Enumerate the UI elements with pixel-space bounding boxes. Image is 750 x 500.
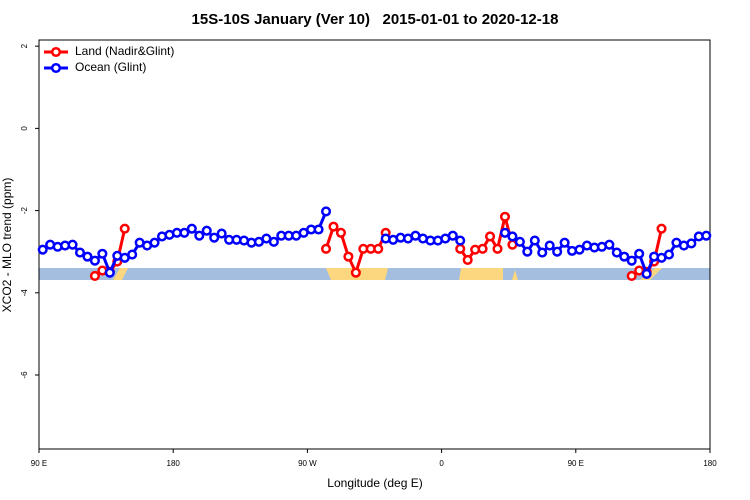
plot-frame (38, 39, 711, 450)
point (67, 239, 78, 250)
legend (39, 40, 190, 79)
point (574, 244, 585, 255)
point (37, 244, 48, 255)
point (104, 267, 115, 278)
point (268, 236, 279, 247)
point (663, 249, 675, 260)
point (186, 223, 197, 234)
land-band (512, 270, 518, 280)
point (656, 223, 667, 234)
point (529, 235, 540, 246)
x-axis-title: Longitude (deg E) (327, 476, 422, 490)
point (619, 251, 630, 262)
y-tick-label: 2 (20, 43, 29, 48)
point (194, 230, 205, 241)
point (74, 247, 86, 258)
point (462, 254, 473, 265)
x-tick-label: 0 (439, 459, 444, 468)
point (320, 206, 332, 217)
point (611, 247, 622, 258)
y-axis-title: XCO2 - MLO trend (ppm) (0, 178, 14, 313)
point (626, 255, 637, 266)
legend-label: Land (Nadir&Glint) (75, 44, 174, 58)
point (701, 230, 712, 241)
x-tick-label: 180 (167, 459, 181, 468)
point (447, 230, 458, 241)
x-tick-label: 90 W (298, 459, 317, 468)
point (119, 223, 130, 234)
point (485, 231, 496, 242)
point (559, 237, 570, 248)
point (552, 246, 563, 257)
point (209, 232, 220, 243)
y-tick-label: -2 (20, 206, 29, 214)
point (641, 268, 652, 279)
point (149, 237, 160, 248)
point (634, 248, 645, 259)
point (626, 270, 637, 281)
point (499, 227, 511, 238)
chart-title: 15S-10S January (Ver 10) 2015-01-01 to 2… (192, 11, 559, 28)
point (514, 236, 525, 247)
point (544, 240, 555, 251)
legend-marker (50, 62, 62, 74)
point (492, 243, 503, 254)
y-tick-label: -6 (20, 371, 29, 379)
y-tick-label: -4 (20, 289, 29, 297)
point (216, 228, 227, 239)
surface-band (39, 268, 710, 280)
point (335, 227, 347, 238)
point (686, 238, 697, 249)
legend-label: Ocean (Glint) (75, 60, 146, 74)
y-tick-label: 0 (20, 126, 29, 131)
land-band (459, 268, 503, 280)
land-band (113, 268, 128, 280)
point (507, 231, 518, 242)
point (320, 243, 332, 254)
point (343, 251, 354, 262)
point (522, 246, 533, 257)
point (537, 247, 548, 258)
x-tick-label: 90 E (568, 459, 584, 468)
point (97, 248, 108, 259)
point (604, 239, 615, 250)
point (201, 225, 212, 236)
point (455, 243, 466, 254)
point (328, 221, 339, 232)
x-tick-label: 180 (703, 459, 717, 468)
point (455, 235, 466, 246)
point (350, 267, 361, 278)
point (127, 249, 138, 260)
point (89, 270, 100, 281)
point (89, 255, 100, 266)
point (179, 227, 190, 238)
legend-marker (50, 46, 62, 58)
x-tick-label: 90 E (31, 459, 47, 468)
point (313, 224, 324, 235)
point (373, 243, 384, 254)
point (477, 243, 488, 254)
point (499, 211, 511, 222)
point (82, 251, 93, 262)
